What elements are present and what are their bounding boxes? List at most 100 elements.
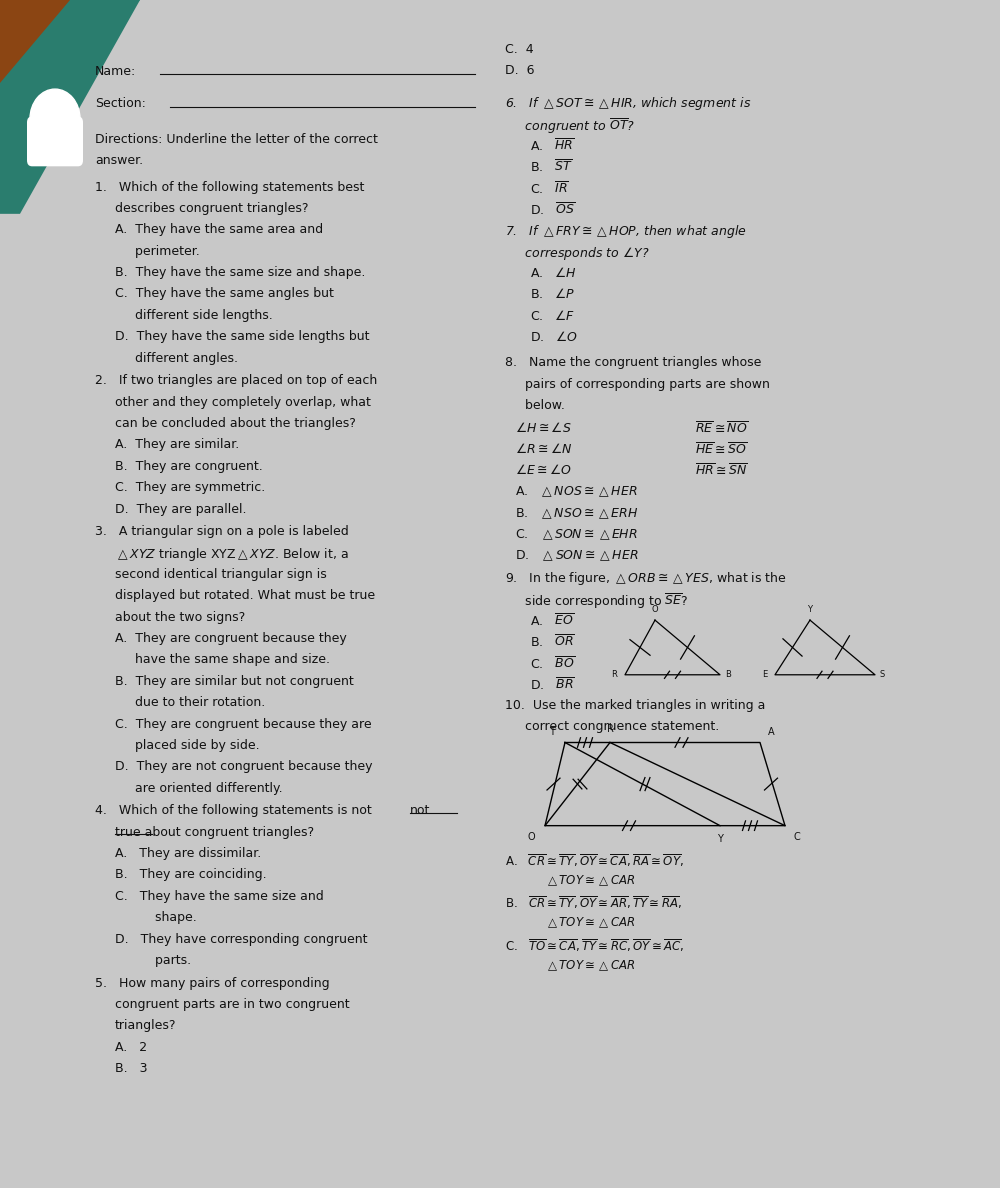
Text: C.   $\overline{IR}$: C. $\overline{IR}$ (530, 181, 569, 197)
Text: D.   $\triangle SON \cong \triangle HER$: D. $\triangle SON \cong \triangle HER$ (515, 549, 639, 563)
Text: B.   $\overline{CR} \cong \overline{TY}, \overline{OY} \cong \overline{AR}, \ove: B. $\overline{CR} \cong \overline{TY}, \… (505, 895, 682, 911)
Text: can be concluded about the triangles?: can be concluded about the triangles? (115, 417, 356, 430)
Text: Directions: Underline the letter of the correct: Directions: Underline the letter of the … (95, 133, 378, 146)
Text: D.   $\angle O$: D. $\angle O$ (530, 330, 578, 345)
Text: congruent to $\overline{OT}$?: congruent to $\overline{OT}$? (505, 116, 635, 135)
Text: answer.: answer. (95, 154, 143, 168)
Text: placed side by side.: placed side by side. (115, 739, 260, 752)
Text: A.   $\angle H$: A. $\angle H$ (530, 266, 577, 280)
Polygon shape (0, 0, 140, 143)
Text: $\overline{HR} \cong \overline{SN}$: $\overline{HR} \cong \overline{SN}$ (695, 463, 748, 479)
Text: $\triangle TOY \cong \triangle CAR$: $\triangle TOY \cong \triangle CAR$ (545, 873, 636, 887)
Text: D.  They are parallel.: D. They are parallel. (115, 503, 246, 516)
Text: C.   They have the same size and: C. They have the same size and (115, 890, 324, 903)
Text: congruent parts are in two congruent: congruent parts are in two congruent (115, 998, 350, 1011)
Text: pairs of corresponding parts are shown: pairs of corresponding parts are shown (505, 378, 770, 391)
Text: B.  They are congruent.: B. They are congruent. (115, 460, 263, 473)
Text: B.   They are coinciding.: B. They are coinciding. (115, 868, 267, 881)
Text: B.   3: B. 3 (115, 1062, 148, 1075)
Text: C: C (793, 832, 800, 841)
Text: B.   $\angle P$: B. $\angle P$ (530, 287, 575, 302)
Text: 4.   Which of the following statements is not: 4. Which of the following statements is … (95, 804, 372, 817)
Text: A.   $\overline{HR}$: A. $\overline{HR}$ (530, 138, 575, 154)
Text: $\overline{HE} \cong \overline{SO}$: $\overline{HE} \cong \overline{SO}$ (695, 442, 747, 457)
Text: describes congruent triangles?: describes congruent triangles? (115, 202, 308, 215)
Text: A.   $\triangle NOS \cong \triangle HER$: A. $\triangle NOS \cong \triangle HER$ (515, 485, 638, 499)
Text: 6.   If $\triangle SOT \cong \triangle HIR$, which segment is: 6. If $\triangle SOT \cong \triangle HIR… (505, 95, 751, 112)
Text: 9.   In the figure, $\triangle ORB \cong \triangle YES$, what is the: 9. In the figure, $\triangle ORB \cong \… (505, 570, 787, 587)
Text: side corresponding to $\overline{SE}$?: side corresponding to $\overline{SE}$? (505, 592, 688, 611)
Text: Section:: Section: (95, 97, 146, 110)
Text: $\angle E \cong \angle O$: $\angle E \cong \angle O$ (515, 463, 572, 478)
Text: true about congruent triangles?: true about congruent triangles? (115, 826, 314, 839)
Text: D.  6: D. 6 (505, 64, 534, 77)
Text: $\angle H \cong \angle S$: $\angle H \cong \angle S$ (515, 421, 572, 435)
Text: $\overline{RE} \cong \overline{NO}$: $\overline{RE} \cong \overline{NO}$ (695, 421, 748, 436)
Text: triangles?: triangles? (115, 1019, 176, 1032)
Text: 5.   How many pairs of corresponding: 5. How many pairs of corresponding (95, 977, 330, 990)
Text: corresponds to $\angle Y$?: corresponds to $\angle Y$? (505, 245, 650, 261)
Text: below.: below. (505, 399, 565, 412)
Text: different side lengths.: different side lengths. (115, 309, 273, 322)
Text: not: not (410, 804, 430, 817)
Text: C.   $\angle F$: C. $\angle F$ (530, 309, 575, 323)
Text: 8.   Name the congruent triangles whose: 8. Name the congruent triangles whose (505, 356, 761, 369)
Text: C.  They have the same angles but: C. They have the same angles but (115, 287, 334, 301)
Text: A: A (768, 727, 775, 737)
Text: parts.: parts. (135, 954, 191, 967)
Text: B.  They have the same size and shape.: B. They have the same size and shape. (115, 266, 365, 279)
Text: $\angle R \cong \angle N$: $\angle R \cong \angle N$ (515, 442, 572, 456)
Text: displayed but rotated. What must be true: displayed but rotated. What must be true (115, 589, 375, 602)
Text: $\triangle XYZ$ triangle XYZ$\triangle XYZ$. Below it, a: $\triangle XYZ$ triangle XYZ$\triangle X… (115, 546, 349, 563)
Text: D.  They are not congruent because they: D. They are not congruent because they (115, 760, 372, 773)
Text: 2.   If two triangles are placed on top of each: 2. If two triangles are placed on top of… (95, 374, 377, 387)
Text: T: T (549, 727, 555, 737)
Text: $\triangle TOY \cong \triangle CAR$: $\triangle TOY \cong \triangle CAR$ (545, 916, 636, 930)
Text: due to their rotation.: due to their rotation. (115, 696, 265, 709)
Text: O: O (527, 832, 535, 841)
FancyBboxPatch shape (27, 116, 83, 166)
Text: different angles.: different angles. (115, 352, 238, 365)
Text: R: R (607, 725, 613, 734)
Text: O: O (652, 605, 658, 614)
Text: C.   $\overline{TO} \cong \overline{CA}, \overline{TY} \cong \overline{RC}, \ove: C. $\overline{TO} \cong \overline{CA}, \… (505, 937, 684, 954)
Text: S: S (880, 670, 885, 680)
Text: about the two signs?: about the two signs? (115, 611, 245, 624)
Text: C.   $\triangle SON \cong \triangle EHR$: C. $\triangle SON \cong \triangle EHR$ (515, 527, 638, 542)
Text: A.  They are similar.: A. They are similar. (115, 438, 239, 451)
Text: Y: Y (808, 605, 812, 614)
Text: second identical triangular sign is: second identical triangular sign is (115, 568, 327, 581)
Text: A.   2: A. 2 (115, 1041, 147, 1054)
Text: Name:: Name: (95, 65, 136, 78)
Text: A.  They have the same area and: A. They have the same area and (115, 223, 323, 236)
Text: D.   $\overline{OS}$: D. $\overline{OS}$ (530, 202, 575, 219)
Text: D.  They have the same side lengths but: D. They have the same side lengths but (115, 330, 370, 343)
Text: A.   They are dissimilar.: A. They are dissimilar. (115, 847, 261, 860)
Polygon shape (0, 0, 140, 214)
Text: perimeter.: perimeter. (115, 245, 200, 258)
Text: $\triangle TOY \cong \triangle CAR$: $\triangle TOY \cong \triangle CAR$ (545, 959, 636, 973)
Text: shape.: shape. (135, 911, 197, 924)
Text: 3.   A triangular sign on a pole is labeled: 3. A triangular sign on a pole is labele… (95, 525, 349, 538)
Polygon shape (0, 0, 70, 83)
Text: C.  They are symmetric.: C. They are symmetric. (115, 481, 265, 494)
Text: D.   $\overline{BR}$: D. $\overline{BR}$ (530, 677, 575, 694)
Text: A.   $\overline{EO}$: A. $\overline{EO}$ (530, 613, 574, 630)
Text: 7.   If $\triangle FRY \cong \triangle HOP$, then what angle: 7. If $\triangle FRY \cong \triangle HOP… (505, 223, 747, 240)
Text: A.  They are congruent because they: A. They are congruent because they (115, 632, 347, 645)
Text: D.   They have corresponding congruent: D. They have corresponding congruent (115, 933, 368, 946)
Text: B.   $\overline{ST}$: B. $\overline{ST}$ (530, 159, 573, 176)
Text: other and they completely overlap, what: other and they completely overlap, what (115, 396, 371, 409)
Text: Y: Y (717, 834, 723, 843)
Text: C.   $\overline{BO}$: C. $\overline{BO}$ (530, 656, 575, 672)
Text: A.   $\overline{CR} \cong \overline{TY}, \overline{OY} \cong \overline{CA}, \ove: A. $\overline{CR} \cong \overline{TY}, \… (505, 852, 684, 868)
Circle shape (30, 89, 80, 148)
Text: B.   $\triangle NSO \cong \triangle ERH$: B. $\triangle NSO \cong \triangle ERH$ (515, 506, 639, 520)
Text: B.   $\overline{OR}$: B. $\overline{OR}$ (530, 634, 575, 651)
Text: R: R (611, 670, 617, 680)
Text: B.  They are similar but not congruent: B. They are similar but not congruent (115, 675, 354, 688)
Text: C.  They are congruent because they are: C. They are congruent because they are (115, 718, 372, 731)
Text: 1.   Which of the following statements best: 1. Which of the following statements bes… (95, 181, 364, 194)
Text: B: B (725, 670, 731, 680)
Text: 10.  Use the marked triangles in writing a: 10. Use the marked triangles in writing … (505, 699, 765, 712)
